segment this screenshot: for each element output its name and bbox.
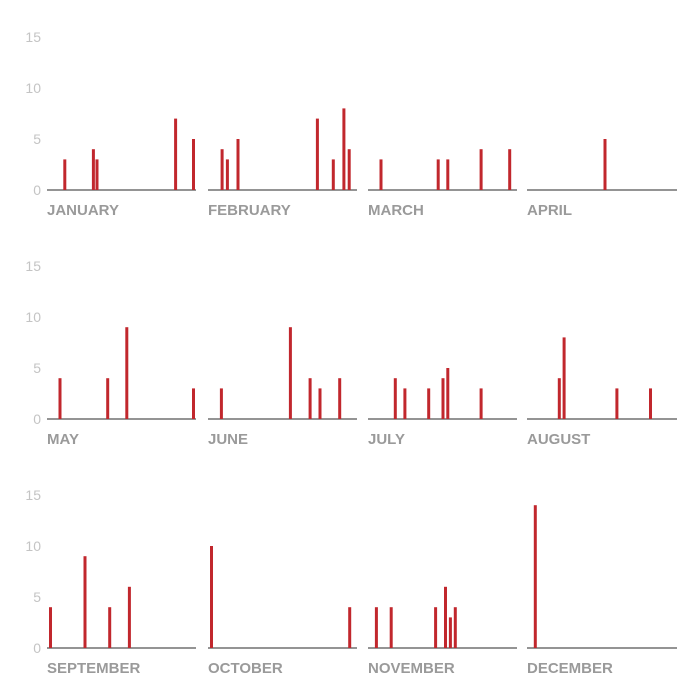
bar <box>603 139 607 190</box>
bar <box>508 149 512 190</box>
bar <box>106 378 110 419</box>
y-tick-label: 15 <box>25 487 41 503</box>
month-label: NOVEMBER <box>368 660 455 677</box>
bar <box>427 388 431 419</box>
y-tick-label: 15 <box>25 258 41 274</box>
month-panel-july: JULY <box>368 368 517 448</box>
month-panel-february: FEBRUARY <box>208 108 357 219</box>
bar <box>288 327 292 419</box>
bar <box>342 108 346 190</box>
bar <box>479 388 483 419</box>
bar <box>393 378 397 419</box>
bar <box>210 546 213 648</box>
month-panels: JANUARY FEBRUARY MARCH APRIL MAY JUNE JULY AUGU… <box>47 108 677 677</box>
month-label: MARCH <box>368 202 424 219</box>
bar <box>446 368 450 419</box>
month-label: JULY <box>368 431 405 448</box>
y-tick-label: 10 <box>25 309 41 325</box>
bar <box>374 607 378 648</box>
bar <box>434 607 438 648</box>
bar <box>379 159 383 190</box>
bar <box>347 149 351 190</box>
month-panel-may: MAY <box>47 327 196 448</box>
y-tick-label: 0 <box>33 411 41 427</box>
y-tick-label: 0 <box>33 640 41 656</box>
month-panel-november: NOVEMBER <box>368 586 517 677</box>
bar <box>403 388 407 419</box>
bar <box>95 159 99 190</box>
bar <box>446 159 450 190</box>
y-tick-label: 5 <box>33 360 41 376</box>
y-axis-ticks: 0 5 10 15 0 5 10 15 0 5 10 15 <box>25 29 41 656</box>
bar <box>479 149 483 190</box>
bar <box>225 159 229 190</box>
bar <box>562 337 566 419</box>
month-label: AUGUST <box>527 431 590 448</box>
month-label: DECEMBER <box>527 660 613 677</box>
bar <box>308 378 312 419</box>
bar <box>58 378 62 419</box>
month-label: OCTOBER <box>208 660 283 677</box>
bar <box>49 607 52 648</box>
bar <box>448 617 452 648</box>
bar <box>315 118 319 190</box>
bar <box>83 556 87 648</box>
month-panel-december: DECEMBER <box>527 505 677 677</box>
bar <box>318 388 322 419</box>
bar <box>453 607 457 648</box>
month-panel-september: SEPTEMBER <box>47 556 196 677</box>
bar <box>192 388 195 419</box>
bar <box>436 159 440 190</box>
bar <box>108 607 112 648</box>
y-tick-label: 10 <box>25 538 41 554</box>
month-panel-october: OCTOBER <box>208 546 357 677</box>
y-tick-label: 5 <box>33 131 41 147</box>
month-panel-august: AUGUST <box>527 337 677 448</box>
month-label: MAY <box>47 431 79 448</box>
bar <box>219 388 223 419</box>
bar <box>441 378 445 419</box>
bar <box>127 586 131 648</box>
bar <box>348 607 352 648</box>
bar <box>125 327 129 419</box>
bar <box>192 139 195 190</box>
month-panel-june: JUNE <box>208 327 357 448</box>
month-label: APRIL <box>527 202 572 219</box>
y-tick-label: 0 <box>33 182 41 198</box>
bar <box>174 118 178 190</box>
bar <box>533 505 537 648</box>
month-label: SEPTEMBER <box>47 660 141 677</box>
bar <box>444 586 447 648</box>
y-tick-label: 5 <box>33 589 41 605</box>
bar <box>63 159 67 190</box>
month-panel-april: APRIL <box>527 139 677 219</box>
bar <box>615 388 619 419</box>
bar <box>91 149 95 190</box>
month-panel-january: JANUARY <box>47 118 196 219</box>
bar <box>220 149 224 190</box>
y-tick-label: 10 <box>25 80 41 96</box>
month-panel-march: MARCH <box>368 149 517 219</box>
bar <box>649 388 652 419</box>
month-label: FEBRUARY <box>208 202 291 219</box>
bar <box>338 378 342 419</box>
month-label: JUNE <box>208 431 248 448</box>
y-tick-label: 15 <box>25 29 41 45</box>
bar <box>331 159 335 190</box>
month-label: JANUARY <box>47 202 119 219</box>
bar <box>557 378 561 419</box>
bar <box>236 139 240 190</box>
bar <box>389 607 393 648</box>
